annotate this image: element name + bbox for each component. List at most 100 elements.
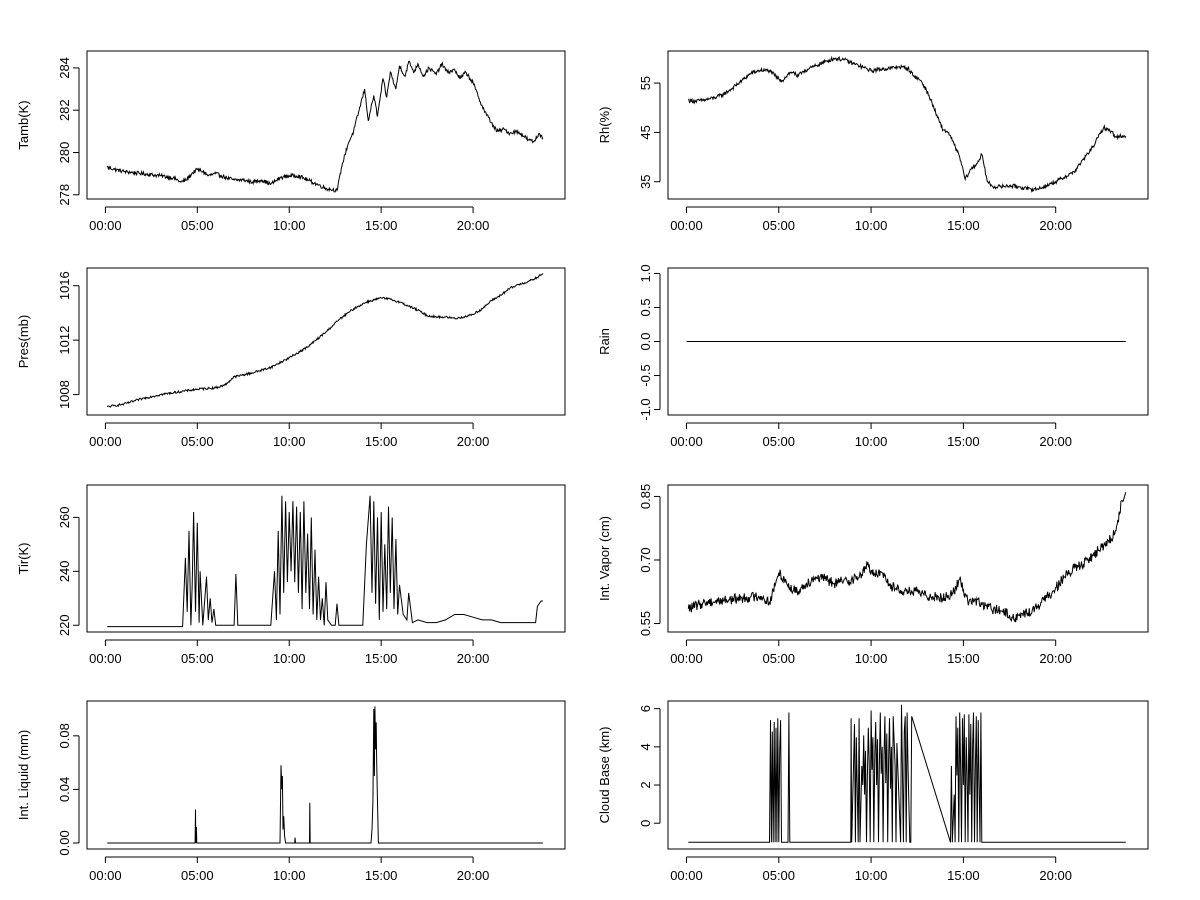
y-tick-label: 35 bbox=[638, 174, 653, 188]
x-tick-label: 10:00 bbox=[273, 434, 306, 449]
plot-frame bbox=[667, 700, 1149, 850]
y-tick-label: 1008 bbox=[57, 380, 72, 409]
x-tick-label: 10:00 bbox=[273, 651, 306, 666]
x-tick-label: 05:00 bbox=[181, 218, 214, 233]
series-line-Tir bbox=[107, 495, 543, 628]
y-axis-title: Tir(K) bbox=[16, 542, 31, 574]
y-tick-label: 260 bbox=[57, 507, 72, 529]
x-tick-label: 00:00 bbox=[670, 651, 703, 666]
plot-frame bbox=[667, 267, 1149, 416]
panel-cloudbase: 00:00 05:00 10:00 15:00 20:00 0 2 4 6 Cloud Base … bbox=[597, 700, 1149, 883]
x-tick-label: 20:00 bbox=[1039, 434, 1072, 449]
y-tick-label: 1.0 bbox=[638, 264, 653, 282]
y-axis-title: Int. Vapor (cm) bbox=[597, 516, 612, 601]
y-tick-label: 0.85 bbox=[638, 484, 653, 509]
x-tick-label: 05:00 bbox=[181, 651, 214, 666]
y-tick-label: 0.00 bbox=[57, 830, 72, 855]
x-tick-label: 05:00 bbox=[762, 434, 795, 449]
x-tick-label: 00:00 bbox=[670, 868, 703, 883]
plot-frame bbox=[86, 267, 566, 416]
plot-frame bbox=[86, 700, 566, 850]
y-tick-label: 0.04 bbox=[57, 777, 72, 802]
x-tick-label: 05:00 bbox=[762, 218, 795, 233]
y-tick-label: 2 bbox=[638, 781, 653, 788]
x-tick-label: 00:00 bbox=[89, 651, 122, 666]
x-tick-label: 15:00 bbox=[365, 218, 398, 233]
x-tick-label: 20:00 bbox=[1039, 868, 1072, 883]
panel-tir: 00:00 05:00 10:00 15:00 20:00 220 240 260 Tir(K) bbox=[16, 484, 566, 666]
x-tick-label: 00:00 bbox=[670, 218, 703, 233]
x-tick-label: 20:00 bbox=[457, 218, 490, 233]
y-axis-title: Tamb(K) bbox=[16, 100, 31, 149]
y-tick-label: 0.08 bbox=[57, 723, 72, 748]
x-tick-label: 05:00 bbox=[181, 434, 214, 449]
y-tick-label: 278 bbox=[57, 184, 72, 206]
y-tick-label: -0.5 bbox=[638, 364, 653, 386]
y-tick-label: 55 bbox=[638, 76, 653, 90]
x-tick-label: 20:00 bbox=[1039, 651, 1072, 666]
x-tick-label: 10:00 bbox=[855, 434, 888, 449]
x-tick-label: 20:00 bbox=[457, 868, 490, 883]
panel-rain: 00:00 05:00 10:00 15:00 20:00 -1.0 -0.5 0.0 0.5 1… bbox=[597, 264, 1149, 449]
x-tick-label: 00:00 bbox=[670, 434, 703, 449]
plot-frame bbox=[667, 484, 1149, 633]
panel-vapor: 00:00 05:00 10:00 15:00 20:00 0.55 0.70 0.85 Int… bbox=[597, 484, 1149, 666]
panel-pres: 00:00 05:00 10:00 15:00 20:00 1008 1012 1016 Pre… bbox=[16, 267, 566, 449]
x-tick-label: 10:00 bbox=[855, 868, 888, 883]
panel-rh: 00:00 05:00 10:00 15:00 20:00 35 45 55 Rh(%) bbox=[597, 50, 1149, 233]
y-tick-label: 0 bbox=[638, 820, 653, 827]
x-tick-label: 05:00 bbox=[181, 868, 214, 883]
y-tick-label: 284 bbox=[57, 57, 72, 79]
y-tick-label: 220 bbox=[57, 614, 72, 636]
plot-frame bbox=[86, 50, 566, 200]
x-tick-label: 05:00 bbox=[762, 651, 795, 666]
y-axis-title: Pres(mb) bbox=[16, 315, 31, 368]
y-tick-label: 0.5 bbox=[638, 298, 653, 316]
series-line-IntLiquid bbox=[107, 706, 543, 844]
x-tick-label: 05:00 bbox=[762, 868, 795, 883]
x-tick-label: 15:00 bbox=[365, 651, 398, 666]
x-tick-label: 20:00 bbox=[457, 434, 490, 449]
x-tick-label: 15:00 bbox=[365, 434, 398, 449]
x-tick-label: 00:00 bbox=[89, 218, 122, 233]
series-line-IntVapor bbox=[687, 492, 1127, 623]
y-axis-title: Cloud Base (km) bbox=[597, 727, 612, 824]
x-tick-label: 15:00 bbox=[947, 434, 980, 449]
y-axis-title: Int. Liquid (mm) bbox=[16, 730, 31, 820]
x-tick-label: 10:00 bbox=[855, 218, 888, 233]
series-line-CloudBase bbox=[688, 704, 1126, 843]
y-tick-label: 6 bbox=[638, 705, 653, 712]
y-tick-label: -1.0 bbox=[638, 398, 653, 420]
plot-frame bbox=[86, 484, 566, 633]
y-tick-label: 0.55 bbox=[638, 611, 653, 636]
y-tick-label: 4 bbox=[638, 743, 653, 750]
y-tick-label: 45 bbox=[638, 125, 653, 139]
x-tick-label: 10:00 bbox=[273, 218, 306, 233]
y-tick-label: 280 bbox=[57, 142, 72, 164]
y-axis-title: Rain bbox=[597, 328, 612, 355]
x-tick-label: 15:00 bbox=[365, 868, 398, 883]
x-tick-label: 15:00 bbox=[947, 218, 980, 233]
y-axis-title: Rh(%) bbox=[597, 107, 612, 144]
panel-liquid: 00:00 05:00 10:00 15:00 20:00 0.00 0.04 0.08 Int… bbox=[16, 700, 566, 883]
x-tick-label: 15:00 bbox=[947, 868, 980, 883]
series-line-Rh bbox=[687, 55, 1127, 193]
x-tick-label: 20:00 bbox=[457, 651, 490, 666]
y-tick-label: 282 bbox=[57, 99, 72, 121]
plot-frame bbox=[667, 50, 1149, 200]
x-tick-label: 20:00 bbox=[1039, 218, 1072, 233]
panel-tamb: 00:00 05:00 10:00 15:00 20:00 278 280 282 284 Tam… bbox=[16, 50, 566, 233]
y-tick-label: 1016 bbox=[57, 271, 72, 300]
y-tick-label: 1012 bbox=[57, 326, 72, 355]
x-tick-label: 00:00 bbox=[89, 868, 122, 883]
y-tick-label: 0.70 bbox=[638, 547, 653, 572]
x-tick-label: 15:00 bbox=[947, 651, 980, 666]
series-line-Pres bbox=[106, 273, 544, 408]
y-tick-label: 0.0 bbox=[638, 332, 653, 350]
x-tick-label: 10:00 bbox=[855, 651, 888, 666]
y-tick-label: 240 bbox=[57, 560, 72, 582]
x-tick-label: 00:00 bbox=[89, 434, 122, 449]
x-tick-label: 10:00 bbox=[273, 868, 306, 883]
series-line-Tamb bbox=[106, 60, 544, 193]
